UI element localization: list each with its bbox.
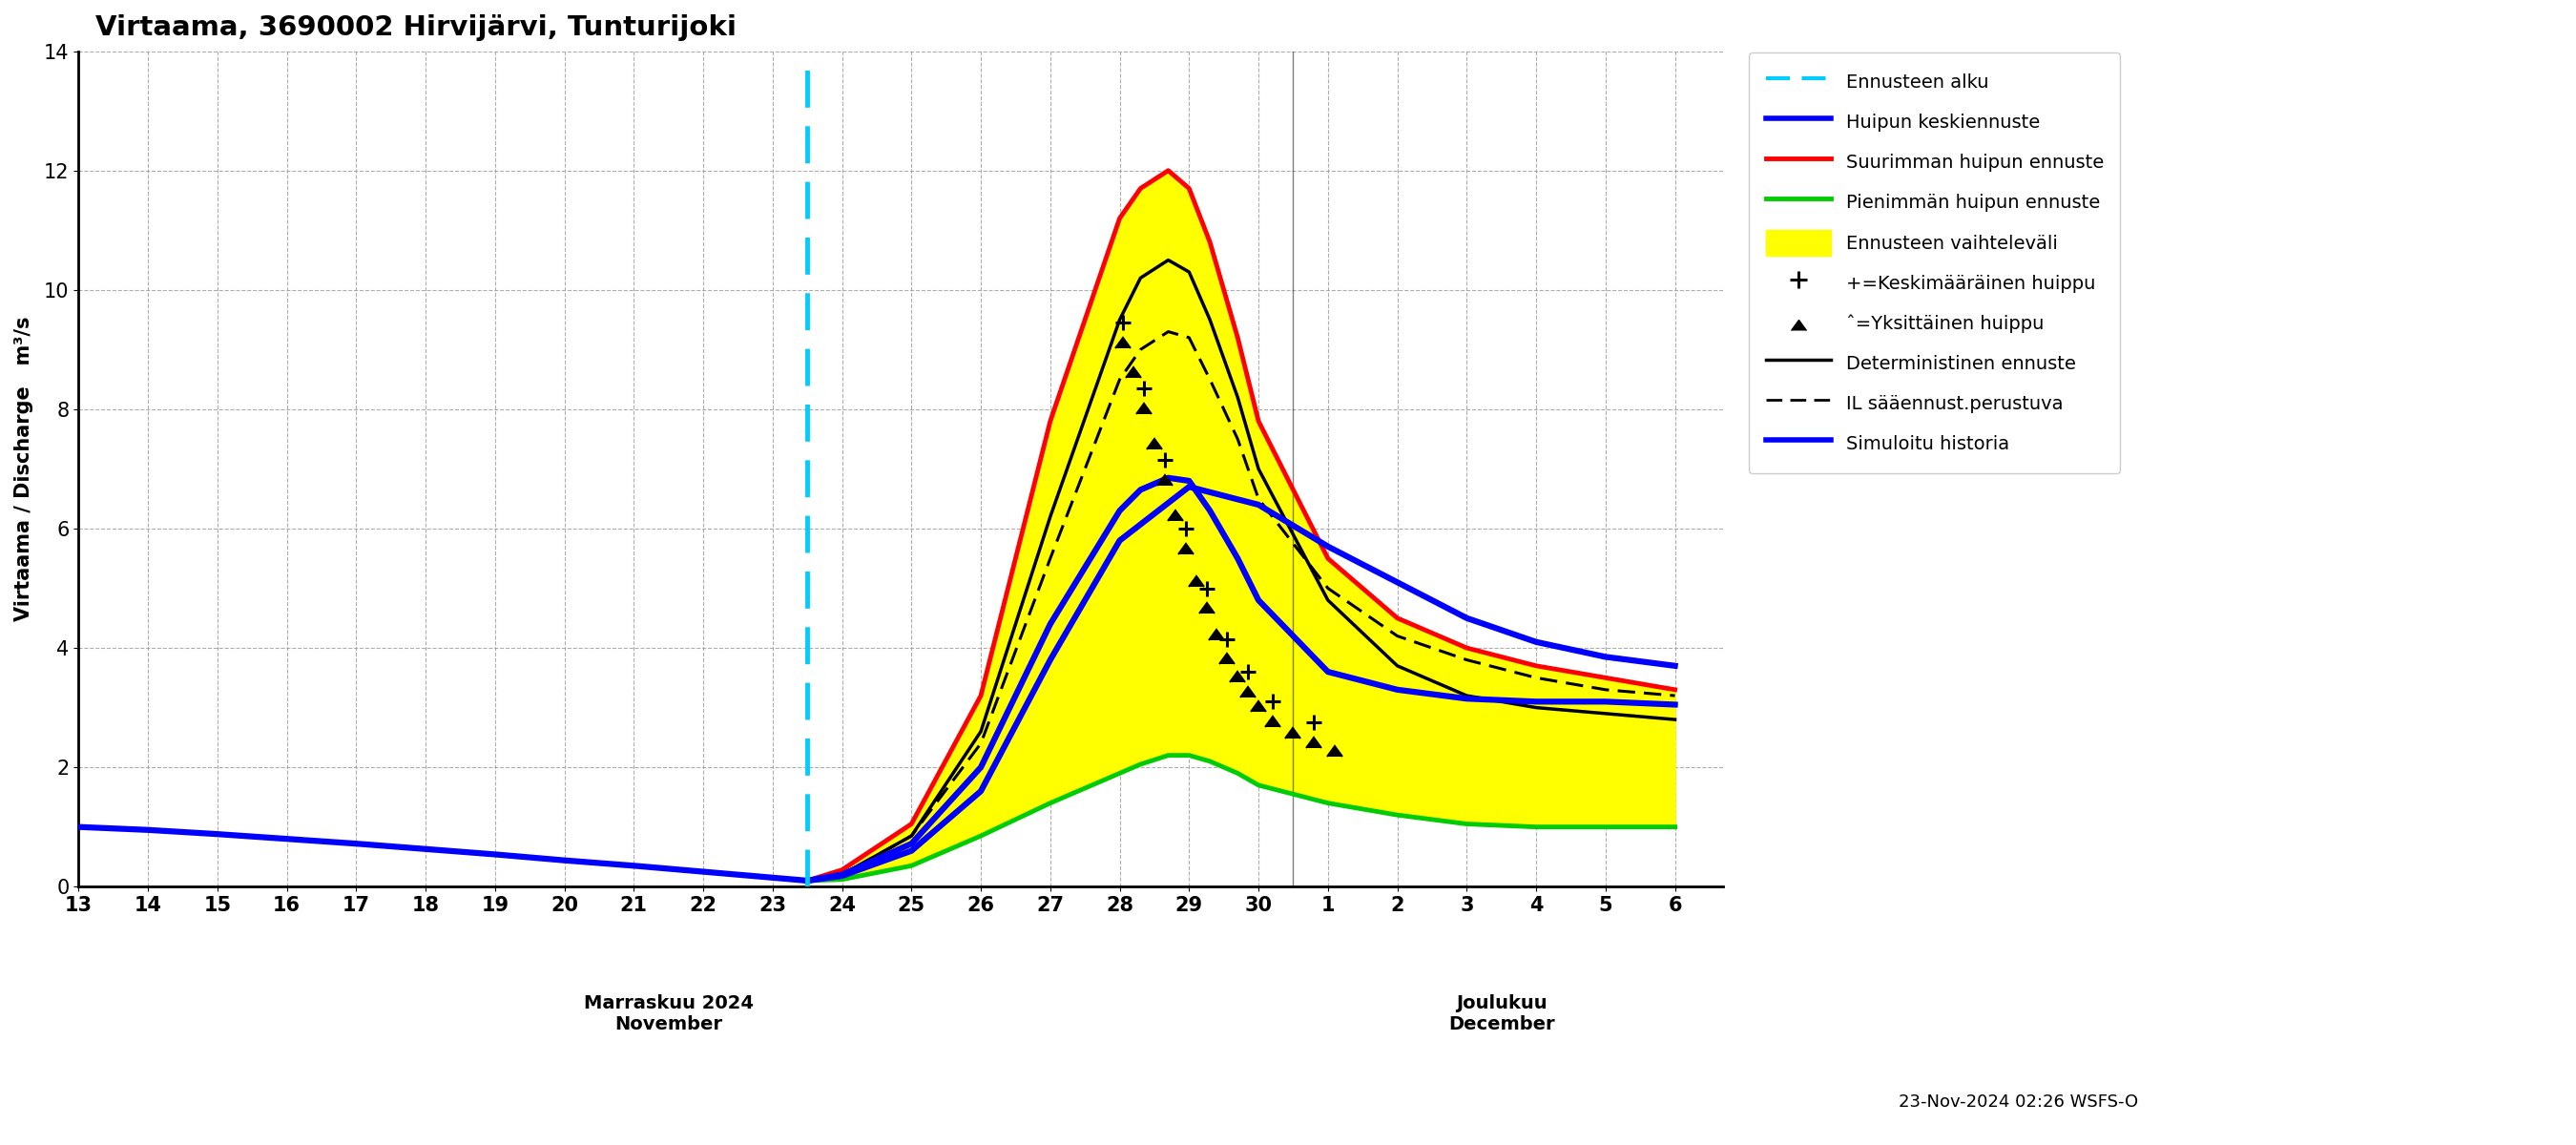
Text: 23-Nov-2024 02:26 WSFS-O: 23-Nov-2024 02:26 WSFS-O — [1899, 1093, 2138, 1111]
Legend: Ennusteen alku, Huipun keskiennuste, Suurimman huipun ennuste, Pienimmän huipun : Ennusteen alku, Huipun keskiennuste, Suu… — [1749, 53, 2120, 473]
Text: Virtaama, 3690002 Hirvijärvi, Tunturijoki: Virtaama, 3690002 Hirvijärvi, Tunturijok… — [95, 14, 737, 41]
Text: Joulukuu
December: Joulukuu December — [1448, 994, 1556, 1033]
Text: Marraskuu 2024
November: Marraskuu 2024 November — [585, 994, 752, 1033]
Y-axis label: Virtaama / Discharge   m³/s: Virtaama / Discharge m³/s — [15, 316, 33, 622]
